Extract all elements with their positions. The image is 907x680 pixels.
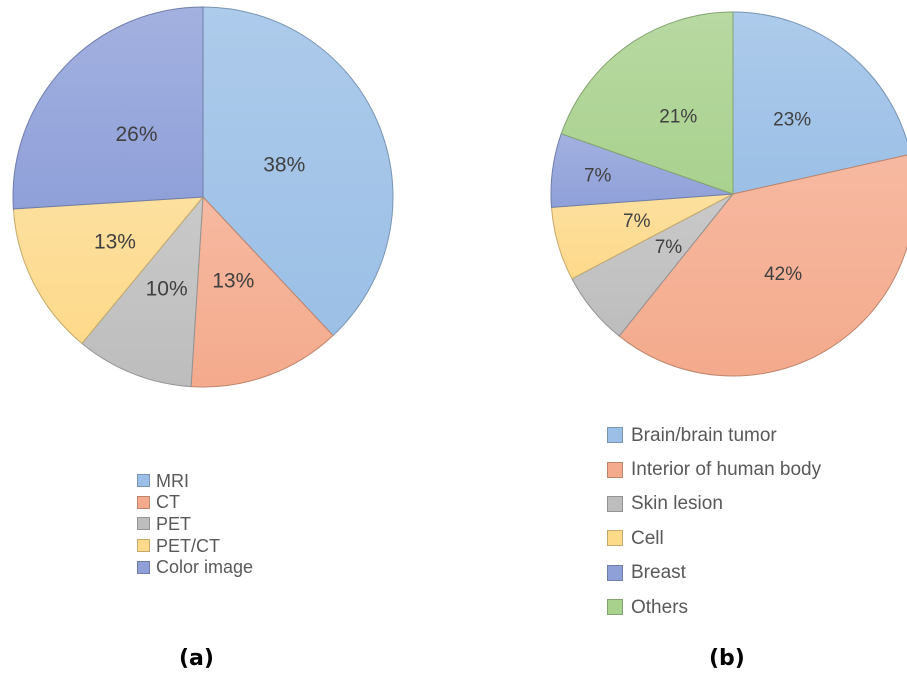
legend-label: PET [156,513,192,534]
legend-item: Color image [137,556,253,578]
pie-slice-color-image [12,6,204,210]
slice-label: 23% [773,110,811,131]
legend-label: PET/CT [156,535,221,556]
legend-item: Skin lesion [607,487,821,521]
legend-item: Interior of human body [607,452,821,486]
legend-label: Color image [156,557,254,578]
slice-label: 42% [764,264,802,285]
legend-swatch [607,564,623,581]
legend-label: Brain/brain tumor [631,424,777,446]
legend-swatch [137,474,150,488]
slice-label: 7% [623,211,651,232]
caption-a: (a) [179,646,214,671]
legend-label: MRI [156,470,189,491]
legend-swatch [607,427,623,444]
legend-label: Breast [631,562,686,584]
legend-item: Others [607,590,821,624]
pie-slice-brain-brain-tumor [732,11,907,195]
legend-label: Interior of human body [631,459,822,481]
pie-slice-pet [81,195,204,388]
legend-item: Breast [607,556,821,590]
legend-item: Cell [607,521,821,555]
legend-label: CT [156,492,180,513]
legend-swatch [607,495,623,512]
pie-slice-mri [202,6,394,337]
slice-label: 38% [263,153,305,176]
pie-chart-a: 38% 13% 10% 13% 26% [12,6,394,388]
legend-swatch [137,517,150,531]
pie-slice-pet-ct [12,196,205,345]
pie-chart-b: 23%42%7%7%7%21% [550,11,907,377]
caption-b: (b) [709,646,745,671]
legend-label: Skin lesion [631,493,723,515]
legend-label: Others [631,596,689,618]
legend-item: MRI [137,470,253,492]
legend-a: MRI CT PET PET/CT Color image [137,470,253,578]
legend-swatch [607,599,623,616]
slice-label: 26% [116,123,158,146]
legend-swatch [607,461,623,478]
slice-label: 7% [655,237,683,258]
legend-item: CT [137,492,253,514]
legend-swatch [607,530,623,547]
legend-item: PET/CT [137,535,253,557]
slice-label: 21% [659,106,697,127]
legend-label: Cell [631,527,664,549]
slice-label: 10% [146,277,188,300]
legend-swatch [137,560,150,574]
pie-slice-interior-of-human-body [618,154,907,377]
legend-item: PET [137,513,253,535]
slice-label: 7% [584,166,612,187]
slice-label: 13% [212,270,254,293]
legend-swatch [137,539,150,553]
slice-label: 13% [94,230,136,253]
legend-item: Brain/brain tumor [607,418,821,452]
pie-slice-others [560,11,734,195]
legend-swatch [137,495,150,509]
legend-b: Brain/brain tumor Interior of human body S… [607,418,821,624]
pie-slice-ct [190,195,334,388]
